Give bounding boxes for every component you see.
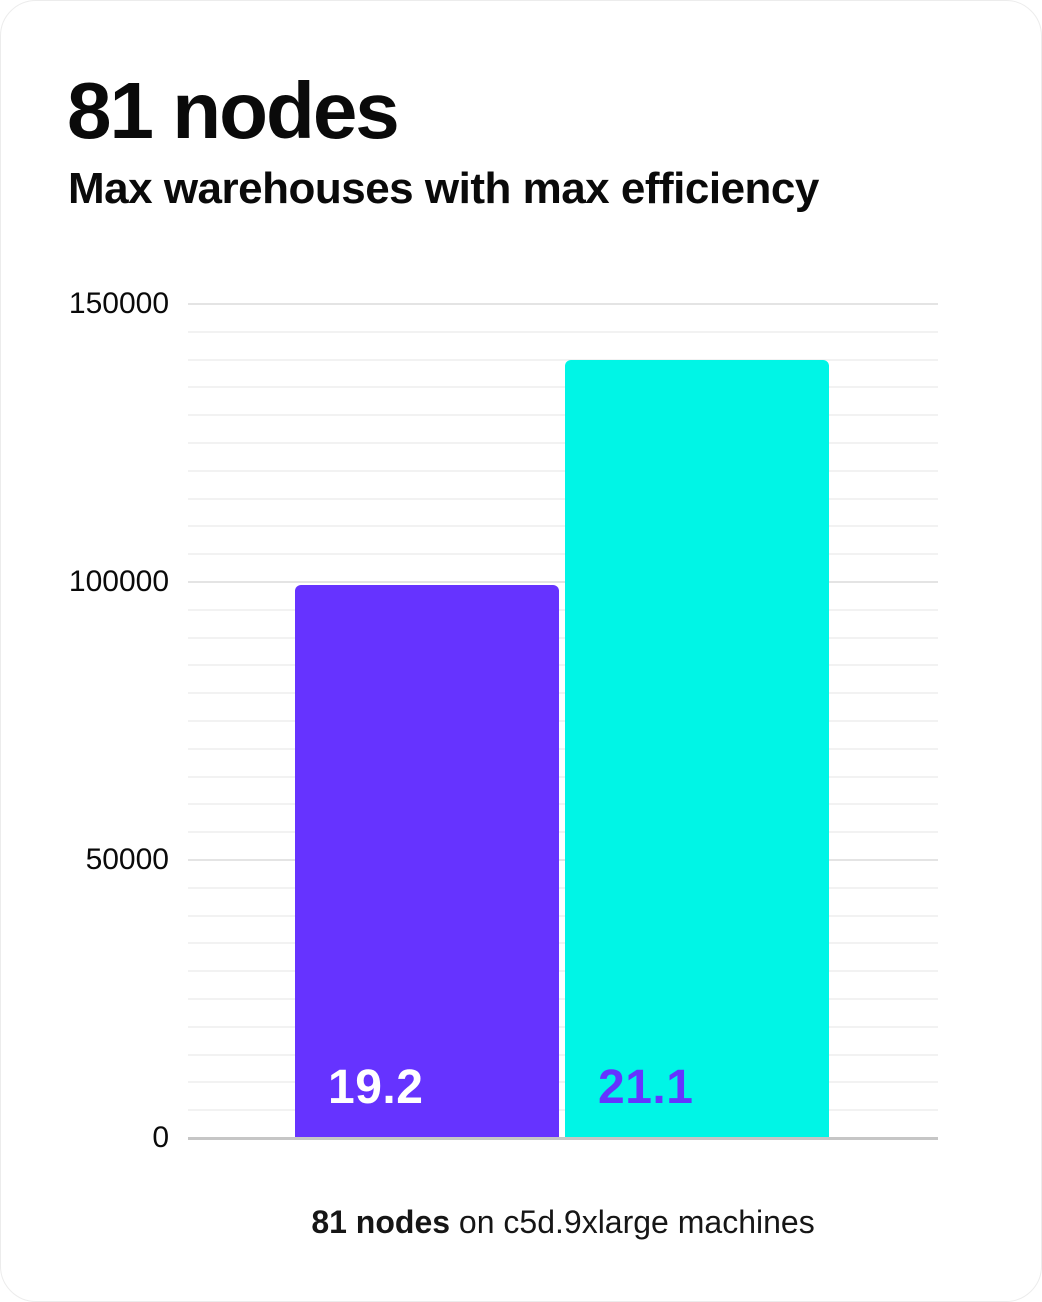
gridline-minor <box>188 386 938 389</box>
chart-title: 81 nodes <box>67 66 400 155</box>
gridline-minor <box>188 469 938 472</box>
y-axis: 0 50000 100000 150000 <box>41 289 169 1153</box>
chart-caption: 81 nodes on c5d.9xlarge machines <box>188 1203 938 1241</box>
gridline-minor <box>188 831 938 834</box>
gridline-minor <box>188 1109 938 1112</box>
y-tick-label: 0 <box>152 1121 169 1154</box>
gridline-minor <box>188 330 938 333</box>
gridline-minor <box>188 1081 938 1084</box>
gridline-major <box>188 859 938 861</box>
gridline-minor <box>188 775 938 778</box>
gridline-minor <box>188 942 938 945</box>
bar-21.1: 21.1 <box>565 360 829 1138</box>
gridline-minor <box>188 914 938 917</box>
gridline-minor <box>188 358 938 361</box>
caption-bold-text: 81 nodes <box>311 1204 451 1240</box>
gridline-major <box>188 303 938 305</box>
gridline-minor <box>188 664 938 667</box>
gridline-minor <box>188 1053 938 1056</box>
gridline-minor <box>188 803 938 806</box>
gridline-minor <box>188 636 938 639</box>
gridline-minor <box>188 442 938 444</box>
bar-value-label: 19.2 <box>328 1061 424 1114</box>
y-tick-label: 150000 <box>68 287 169 320</box>
gridline-minor <box>188 886 938 889</box>
gridline-minor <box>188 998 938 1000</box>
y-tick-label: 100000 <box>68 565 169 598</box>
bar-value-label: 21.1 <box>598 1061 694 1114</box>
gridline-minor <box>188 692 938 695</box>
gridline-minor <box>188 747 938 750</box>
x-axis-line <box>188 1137 938 1140</box>
chart-subtitle: Max warehouses with max efficiency <box>68 164 819 213</box>
plot-area: 19.2 21.1 <box>188 303 938 1138</box>
gridline-minor <box>188 414 938 417</box>
gridline-minor <box>188 497 938 500</box>
gridline-minor <box>188 608 938 611</box>
gridline-minor <box>188 970 938 973</box>
y-tick-label: 50000 <box>85 843 169 876</box>
bar-19.2: 19.2 <box>295 585 559 1138</box>
gridline-major <box>188 581 938 583</box>
gridline-minor <box>188 553 938 556</box>
gridline-minor <box>188 720 938 722</box>
gridline-minor <box>188 525 938 528</box>
caption-regular-text: on c5d.9xlarge machines <box>450 1204 815 1240</box>
gridline-minor <box>188 1025 938 1028</box>
